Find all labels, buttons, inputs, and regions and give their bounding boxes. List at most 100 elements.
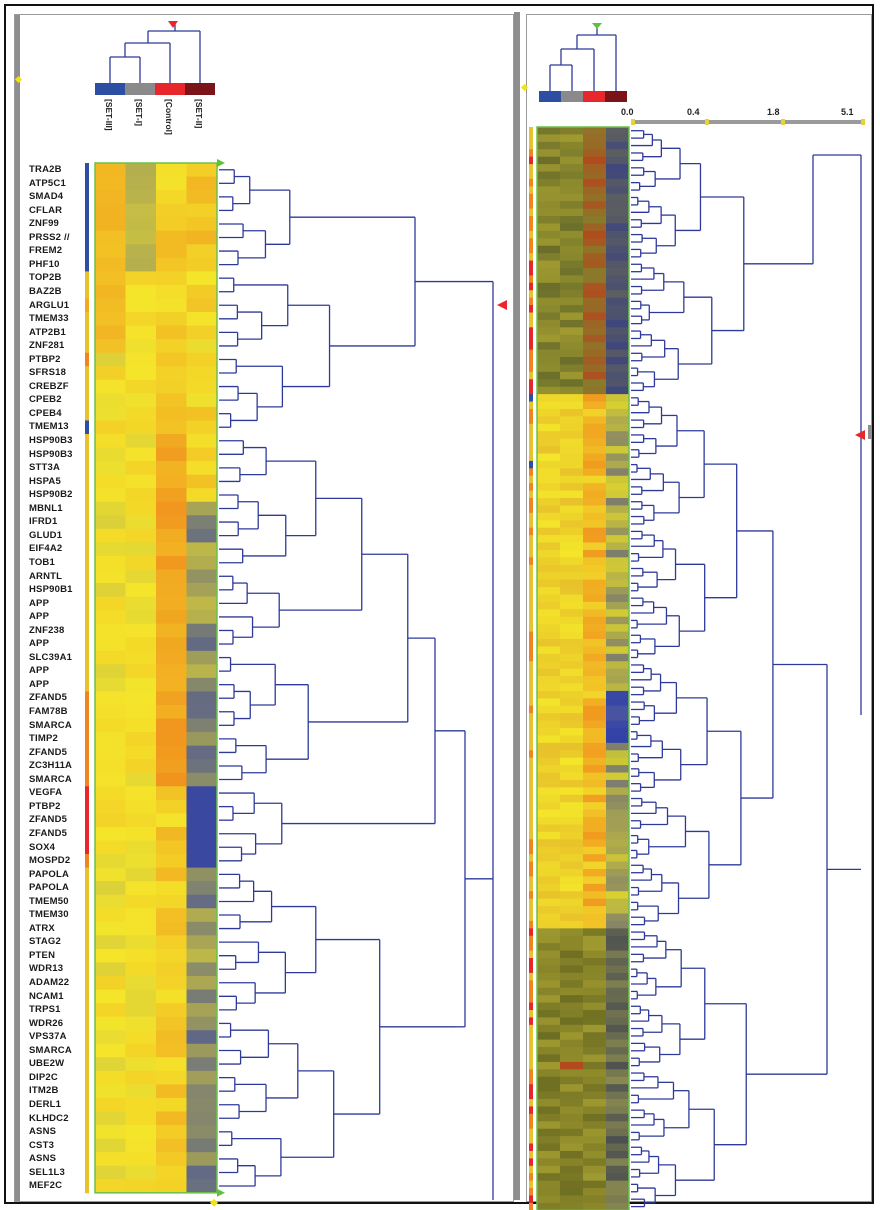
heatmap-cell [156,799,187,814]
heatmap-cell [560,787,584,796]
heatmap-cell [606,765,630,774]
heatmap-cell [560,898,584,907]
heatmap-cell [537,750,561,759]
heatmap-cell [537,572,561,581]
gene-label: TRA2B [29,164,62,175]
heatmap-cell [606,1069,630,1078]
heatmap-cell [583,824,607,833]
gene-label: ZFAND5 [29,746,68,758]
heatmap-cell [125,705,157,720]
heatmap-cell [186,745,218,760]
heatmap-cell [583,898,607,907]
heatmap-cell [537,431,561,440]
heatmap-cell [156,1016,187,1031]
gene-label: APP [29,665,50,677]
cluster-color-cell [85,1003,89,1018]
cluster-color-cell [529,772,533,781]
cluster-color-cell [529,698,533,707]
heatmap-cell [156,1152,187,1167]
cluster-color-cell [85,203,89,218]
heatmap-cell [560,498,584,506]
heatmap-cell [583,282,607,291]
heatmap-cell [606,238,630,247]
cluster-color-cell [529,705,533,714]
heatmap-cell [606,408,630,417]
heatmap-cell [583,1173,607,1182]
heatmap-cell [125,230,157,245]
heatmap-cell [537,698,561,707]
cluster-color-cell [529,178,533,187]
legend-swatch [185,83,215,95]
cluster-color-cell [529,319,533,328]
right-pane-scroll-thumb[interactable] [868,425,872,439]
heatmap-cell [537,1032,561,1041]
cluster-color-cell [85,298,89,313]
heatmap-cell [583,1084,607,1093]
heatmap-cell [583,164,607,173]
cluster-color-cell [529,364,533,373]
heatmap-cell [186,772,218,787]
heatmap-cell [537,357,561,365]
gene-label: APP [29,638,50,650]
heatmap-cell [560,416,584,425]
heatmap-cell [156,935,187,950]
heatmap-cell [583,357,607,365]
heatmap-cell [583,987,607,996]
cluster-color-cell [529,831,533,840]
heatmap-cell [125,501,157,516]
heatmap-cell [606,683,630,692]
heatmap-cell [560,794,584,803]
heatmap-cell [156,461,187,476]
gene-label: TOP2B [29,272,62,284]
cluster-color-cell [529,854,533,863]
heatmap-cell [537,453,561,462]
heatmap-cell [537,883,561,892]
cluster-color-cell [529,638,533,647]
cluster-color-cell [85,555,89,570]
scale-tick-label: 1.8 [767,107,780,117]
heatmap-cell [537,549,561,558]
cluster-color-cell [85,745,89,760]
cluster-color-cell [85,366,89,381]
heatmap-cell [186,366,218,381]
cluster-color-cell [85,1152,89,1167]
heatmap-cell [186,596,218,611]
heatmap-cell [583,713,607,722]
heatmap-cell [560,208,584,217]
gene-label: APP [29,678,50,690]
left-pane-scrollbar[interactable] [15,15,20,1201]
gene-label: CPEB2 [29,394,62,406]
cluster-color-cell [529,290,533,299]
heatmap-cell [606,794,630,803]
heatmap-cell [537,935,561,944]
cluster-color-cell [85,894,89,909]
heatmap-cell [560,453,584,462]
heatmap-cell [156,989,187,1004]
heatmap-cell [560,238,584,247]
heatmap-cell [537,616,561,625]
heatmap-cell [537,171,561,180]
cluster-color-cell [85,461,89,476]
heatmap-cell [583,260,607,269]
cluster-color-cell [529,1017,533,1026]
heatmap-cell [560,1076,584,1085]
cluster-color-cell [529,735,533,744]
heatmap-cell [606,446,630,454]
heatmap-cell [125,298,157,313]
heatmap-cell [583,995,607,1004]
heatmap-cell [606,1032,630,1041]
heatmap-cell [186,935,218,950]
left-heatmap[interactable] [15,15,515,1207]
pane-divider[interactable] [514,12,520,1200]
heatmap-cell [537,468,561,477]
heatmap-cell [583,193,607,202]
cluster-color-cell [529,742,533,751]
heatmap-cell [606,386,630,395]
cluster-color-cell [85,826,89,841]
right-heatmap[interactable] [527,15,873,1210]
heatmap-cell [537,906,561,915]
heatmap-cell [583,646,607,655]
heatmap-cell [606,305,630,313]
scale-bar[interactable] [631,120,863,124]
heatmap-cell [125,596,157,611]
